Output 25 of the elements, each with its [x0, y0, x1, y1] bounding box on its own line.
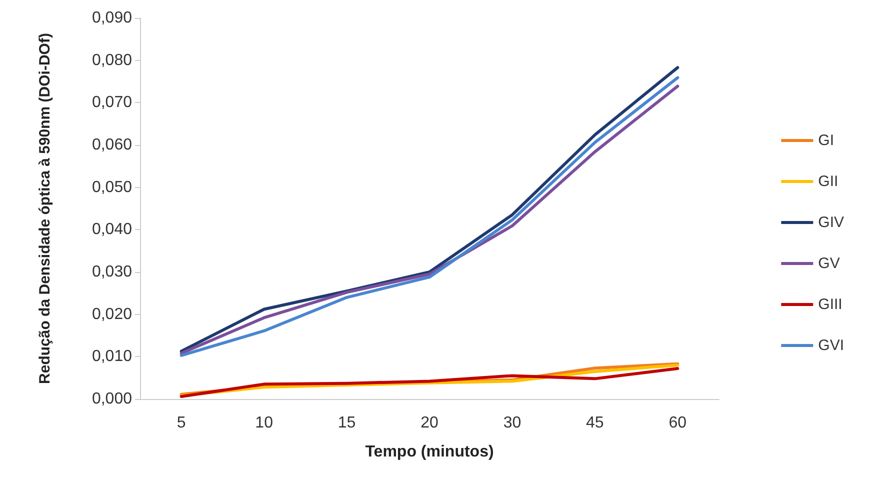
- legend-label: GVI: [818, 337, 844, 354]
- x-axis-title: Tempo (minutos): [365, 444, 494, 460]
- x-tick-label: 20: [420, 414, 438, 432]
- y-tick-label: 0,010: [92, 348, 132, 366]
- legend-label: GV: [818, 255, 840, 272]
- y-tick-label: 0,090: [92, 10, 132, 26]
- x-tick-label: 10: [255, 414, 274, 432]
- y-tick-label: 0,080: [92, 52, 132, 69]
- y-tick-label: 0,060: [92, 136, 132, 154]
- x-tick-label: 15: [338, 414, 356, 432]
- y-tick-label: 0,070: [92, 94, 132, 112]
- y-tick-label: 0,000: [92, 390, 132, 408]
- legend-label: GIV: [818, 214, 844, 231]
- y-tick-label: 0,050: [92, 178, 132, 196]
- x-tick-label: 5: [176, 414, 186, 432]
- legend-label: GII: [818, 173, 838, 190]
- y-tick-label: 0,030: [92, 264, 132, 280]
- y-tick-label: 0,020: [92, 306, 132, 323]
- y-axis-title: Redução da Densidade óptica à 590nm (DOi-DOf): [36, 33, 54, 384]
- legend-label: GI: [818, 132, 834, 149]
- x-tick-label: 45: [586, 414, 604, 432]
- x-tick-label: 60: [668, 414, 687, 432]
- x-tick-label: 30: [503, 414, 522, 432]
- y-tick-label: 0,040: [92, 221, 132, 238]
- legend-label: GIII: [818, 296, 842, 313]
